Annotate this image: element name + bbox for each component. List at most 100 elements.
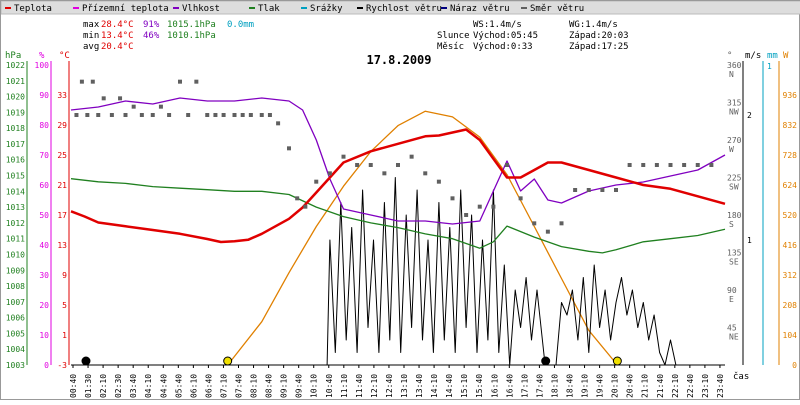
w-unit: W: [783, 51, 789, 61]
direction-tick-deg: 270: [727, 136, 742, 145]
legend-item-0: Teplota: [14, 4, 52, 14]
series-line-0: [70, 128, 726, 244]
rad-tick-label: 624: [783, 181, 798, 190]
pressure-tick-label: 1015: [6, 172, 25, 181]
wind-direction-point: [341, 154, 346, 159]
x-tick-label: 12:10: [370, 374, 379, 398]
wind-direction-point: [423, 171, 428, 176]
pressure-tick-label: 1014: [6, 187, 25, 196]
series-line-2: [70, 178, 726, 254]
x-tick-label: 10:40: [325, 374, 334, 398]
wind-direction-point: [695, 163, 700, 167]
direction-tick-name: NE: [729, 333, 739, 342]
x-tick-label: 17:10: [520, 374, 529, 398]
stats-max-hum: 91%: [143, 20, 160, 30]
legend-item-1: Přízemní teplota: [82, 4, 169, 14]
moon-rise: Východ:0:33: [473, 42, 533, 52]
legend-item-6: Náraz větru: [450, 4, 510, 14]
stats-min-press: 1010.1hPa: [167, 31, 216, 41]
wind-direction-point: [194, 79, 199, 84]
wind-direction-point: [221, 113, 226, 117]
stats-max-rain: 0.0mm: [227, 20, 254, 30]
rad-tick-label: 0: [792, 361, 797, 370]
wind-direction-point: [682, 163, 687, 167]
x-tick-label: 22:40: [686, 374, 695, 398]
pressure-tick-label: 1013: [6, 203, 25, 212]
pressure-tick-label: 1006: [6, 314, 25, 323]
wind-direction-point: [150, 113, 155, 117]
series-line-3: [71, 177, 725, 366]
x-tick-label: 01:30: [84, 374, 93, 398]
wind-direction-point: [668, 163, 673, 167]
ms-unit: m/s: [745, 51, 761, 61]
wind-direction-point: [213, 113, 218, 117]
x-tick-label: 15:10: [460, 374, 469, 398]
temp-tick-label: 5: [62, 301, 67, 310]
direction-tick-deg: 315: [727, 99, 742, 108]
x-tick-label: 23:40: [716, 374, 725, 398]
x-tick-label: 17:40: [535, 374, 544, 398]
x-tick-label: 18:10: [550, 374, 559, 398]
x-tick-label: 14:10: [430, 374, 439, 398]
pressure-tick-label: 1012: [6, 219, 25, 228]
x-tick-label: 22:10: [671, 374, 680, 398]
sun-label: Slunce: [437, 31, 470, 41]
wind-direction-point: [532, 221, 537, 226]
pressure-tick-label: 1011: [6, 235, 25, 244]
x-tick-label: 20:10: [611, 374, 620, 398]
wind-direction-point: [178, 79, 182, 84]
pressure-tick-label: 1007: [6, 298, 25, 307]
x-tick-label: 03:40: [129, 374, 138, 398]
stats-max-label: max: [83, 20, 100, 30]
wind-direction-point: [382, 171, 387, 176]
wind-direction-point: [118, 96, 123, 101]
direction-tick-name: E: [729, 295, 734, 304]
wind-direction-point: [396, 163, 400, 167]
x-tick-label: 11:40: [355, 374, 364, 398]
rain-tick-label: 1: [767, 62, 772, 71]
x-tick-label: 11:10: [340, 374, 349, 398]
x-tick-label: 05:40: [174, 374, 183, 398]
humidity-tick-label: 40: [39, 241, 49, 250]
direction-tick-deg: 45: [727, 324, 737, 333]
legend-item-5: Rychlost větru: [366, 4, 442, 14]
series-line-4: [227, 110, 618, 366]
temp-tick-label: 29: [57, 121, 67, 130]
wind-direction-point: [314, 179, 319, 184]
stats-min-label: min: [83, 31, 99, 41]
x-tick-label: 02:30: [114, 374, 123, 398]
wind-direction-point: [123, 113, 128, 117]
humidity-tick-label: 80: [39, 121, 49, 130]
x-tick-label: 06:10: [189, 374, 198, 398]
pressure-tick-label: 1019: [6, 108, 25, 117]
humidity-tick-label: 90: [39, 91, 49, 100]
stats-block: max 28.4°C 91% 1015.1hPa 0.0mm min 13.4°…: [83, 20, 629, 52]
pct-unit: %: [39, 51, 45, 61]
x-tick-label: 13:40: [415, 374, 424, 398]
x-tick-label: 04:40: [159, 374, 168, 398]
stats-min-hum: 46%: [143, 31, 160, 41]
wind-direction-point: [436, 179, 441, 184]
pressure-tick-label: 1021: [6, 77, 25, 86]
wind-direction-point: [139, 113, 144, 117]
pressure-tick-label: 1009: [6, 266, 25, 275]
wind-direction-point: [709, 163, 714, 167]
x-tick-label: 07:10: [219, 374, 228, 398]
pressure-tick-label: 1005: [6, 329, 25, 338]
wind-direction-point: [327, 171, 332, 176]
wind-direction-point: [600, 188, 605, 192]
humidity-tick-label: 50: [39, 211, 49, 220]
x-tick-label: 09:10: [280, 374, 289, 398]
x-tick-label: 08:40: [265, 374, 274, 398]
direction-tick-deg: 135: [727, 249, 742, 258]
wind-direction-point: [409, 154, 414, 159]
legend-item-2: Vlhkost: [182, 4, 220, 14]
direction-tick-name: N: [729, 70, 734, 79]
wind-direction-point: [232, 113, 237, 117]
x-tick-label: 00:40: [69, 374, 78, 398]
wind-direction-point: [248, 113, 253, 117]
temp-tick-label: 25: [57, 151, 67, 160]
pressure-tick-label: 1017: [6, 140, 25, 149]
